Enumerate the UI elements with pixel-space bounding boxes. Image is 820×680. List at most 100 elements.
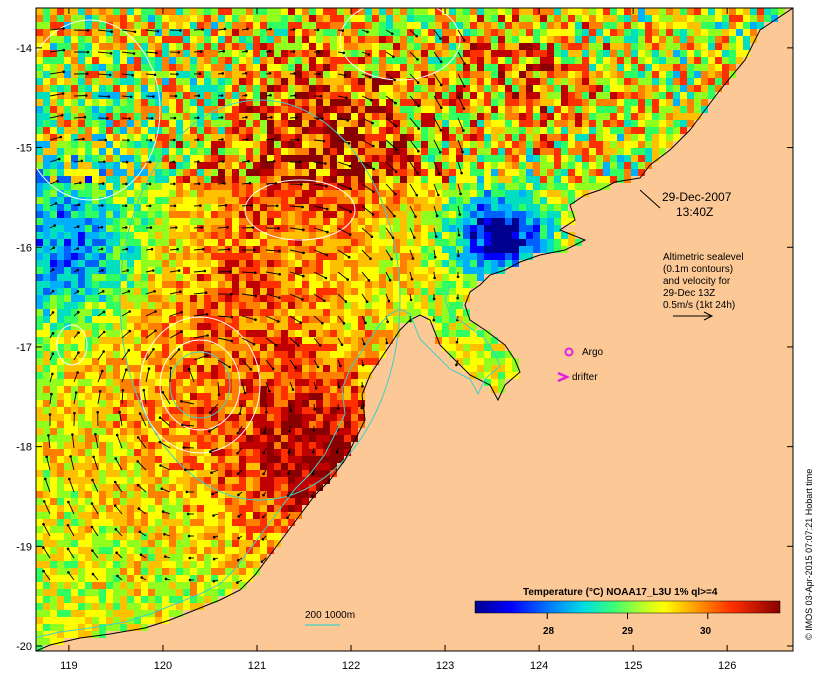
sst-cell [351, 106, 358, 113]
sst-cell [526, 15, 533, 22]
sst-cell [547, 246, 554, 253]
sst-cell [568, 155, 575, 162]
sst-cell [281, 43, 288, 50]
sst-cell [715, 50, 722, 57]
sst-cell [246, 386, 253, 393]
sst-cell [120, 85, 127, 92]
sst-cell [141, 78, 148, 85]
sst-cell [113, 330, 120, 337]
sst-cell [120, 134, 127, 141]
sst-cell [246, 456, 253, 463]
sst-cell [71, 57, 78, 64]
sst-cell [281, 134, 288, 141]
sst-cell [673, 127, 680, 134]
sst-cell [232, 113, 239, 120]
sst-cell [701, 50, 708, 57]
sst-cell [498, 183, 505, 190]
sst-cell [246, 295, 253, 302]
sst-cell [71, 281, 78, 288]
sst-cell [274, 155, 281, 162]
sst-cell [141, 204, 148, 211]
sst-cell [36, 421, 43, 428]
sst-cell [274, 281, 281, 288]
sst-cell [71, 365, 78, 372]
sst-cell [36, 400, 43, 407]
sst-cell [456, 92, 463, 99]
sst-cell [379, 64, 386, 71]
sst-cell [631, 99, 638, 106]
sst-cell [92, 141, 99, 148]
sst-cell [344, 351, 351, 358]
sst-cell [141, 358, 148, 365]
sst-cell [162, 379, 169, 386]
sst-cell [239, 99, 246, 106]
sst-cell [351, 162, 358, 169]
sst-cell [351, 330, 358, 337]
sst-cell [631, 127, 638, 134]
sst-cell [64, 57, 71, 64]
sst-cell [267, 477, 274, 484]
sst-cell [330, 127, 337, 134]
sst-cell [225, 218, 232, 225]
sst-cell [638, 50, 645, 57]
sst-cell [414, 204, 421, 211]
sst-cell [519, 57, 526, 64]
sst-cell [232, 85, 239, 92]
sst-cell [561, 113, 568, 120]
sst-cell [36, 225, 43, 232]
sst-cell [71, 22, 78, 29]
sst-cell [582, 127, 589, 134]
sst-cell [239, 176, 246, 183]
sst-cell [540, 190, 547, 197]
sst-cell [302, 113, 309, 120]
sst-cell [260, 435, 267, 442]
sst-cell [127, 246, 134, 253]
sst-cell [274, 393, 281, 400]
sst-cell [533, 50, 540, 57]
sst-cell [71, 134, 78, 141]
sst-cell [428, 78, 435, 85]
sst-cell [533, 246, 540, 253]
sst-cell [64, 477, 71, 484]
sst-cell [386, 155, 393, 162]
sst-cell [246, 15, 253, 22]
sst-cell [302, 358, 309, 365]
sst-cell [246, 22, 253, 29]
sst-cell [372, 204, 379, 211]
sst-cell [253, 148, 260, 155]
sst-cell [78, 288, 85, 295]
sst-cell [120, 260, 127, 267]
sst-cell [386, 57, 393, 64]
sst-cell [99, 365, 106, 372]
sst-cell [148, 57, 155, 64]
sst-cell [568, 8, 575, 15]
sst-cell [92, 316, 99, 323]
sst-cell [288, 372, 295, 379]
sst-cell [631, 106, 638, 113]
sst-cell [211, 64, 218, 71]
sst-cell [218, 78, 225, 85]
sst-cell [456, 169, 463, 176]
sst-cell [211, 141, 218, 148]
sst-cell [225, 120, 232, 127]
sst-cell [50, 8, 57, 15]
sst-cell [197, 288, 204, 295]
sst-cell [288, 323, 295, 330]
sst-cell [246, 155, 253, 162]
sst-cell [155, 141, 162, 148]
sst-cell [449, 141, 456, 148]
sst-cell [260, 239, 267, 246]
sst-cell [365, 365, 372, 372]
sst-cell [50, 190, 57, 197]
sst-cell [218, 43, 225, 50]
sst-cell [218, 274, 225, 281]
sst-cell [442, 29, 449, 36]
sst-cell [232, 463, 239, 470]
sst-cell [197, 260, 204, 267]
sst-cell [547, 232, 554, 239]
sst-cell [526, 50, 533, 57]
sst-cell [582, 169, 589, 176]
sst-cell [204, 442, 211, 449]
sst-cell [477, 253, 484, 260]
sst-cell [43, 197, 50, 204]
